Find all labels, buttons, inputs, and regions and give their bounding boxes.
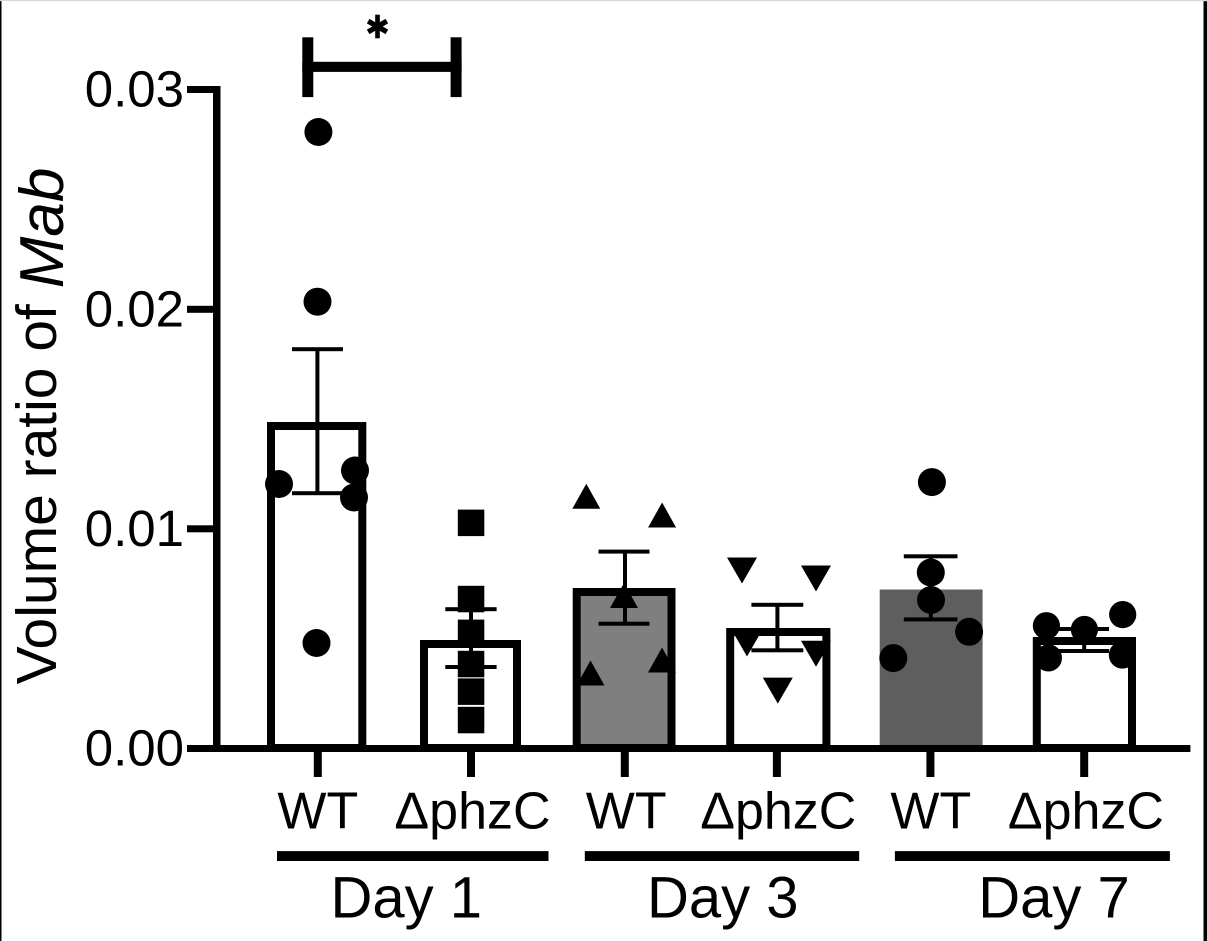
svg-text:Volume ratio of Mab: Volume ratio of Mab [5,168,77,685]
svg-text:WT: WT [277,783,358,841]
svg-text:ΔphzC: ΔphzC [394,783,550,841]
svg-text:WT: WT [890,783,971,841]
svg-text:0.03: 0.03 [85,61,184,118]
svg-text:0.02: 0.02 [85,281,184,338]
svg-text:Day 3: Day 3 [647,866,799,931]
svg-text:Day 7: Day 7 [978,866,1130,931]
svg-text:WT: WT [586,783,667,841]
svg-text:0.01: 0.01 [85,500,184,557]
svg-text:ΔphzC: ΔphzC [700,783,856,841]
svg-text:ΔphzC: ΔphzC [1008,783,1164,841]
svg-text:0.00: 0.00 [85,720,184,777]
svg-text:Day 1: Day 1 [330,866,482,931]
